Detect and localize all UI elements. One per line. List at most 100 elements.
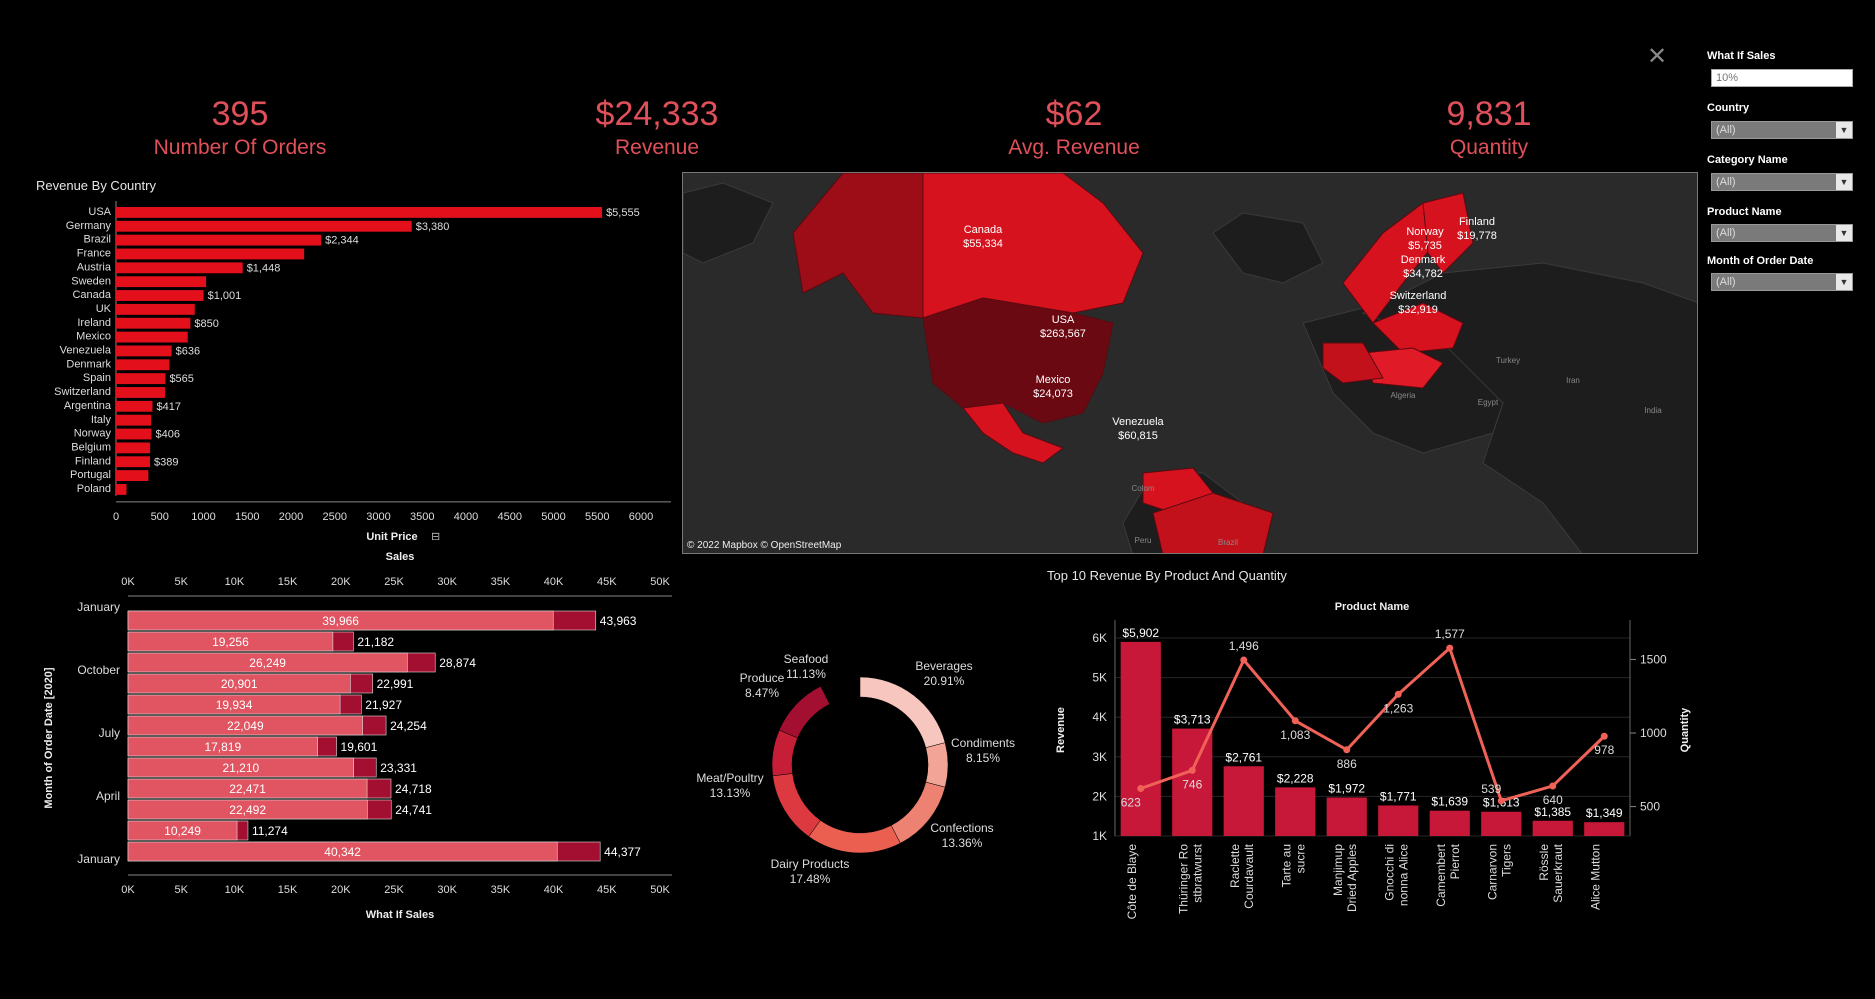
product-dropdown[interactable]: (All) ▼ <box>1711 224 1853 242</box>
bar <box>116 387 165 398</box>
category-label: France <box>77 248 111 260</box>
revenue-bar <box>1172 728 1213 836</box>
x-tick-label-bottom: 0K <box>121 884 135 896</box>
dropdown-value: (All) <box>1716 176 1736 188</box>
map-region[interactable] <box>792 173 924 319</box>
category-label: Italy <box>91 414 112 426</box>
revenue-bar <box>1275 787 1316 836</box>
map-country-label: Venezuela <box>1112 416 1164 428</box>
whatif-label: 19,601 <box>341 740 378 754</box>
category-label: stbratwurst <box>1190 843 1204 902</box>
sales-bar <box>127 820 238 841</box>
category-label: Camembert <box>1434 843 1448 906</box>
revenue-bar <box>1120 641 1161 836</box>
quantity-label: 886 <box>1337 757 1357 771</box>
map-region[interactable] <box>1422 192 1474 274</box>
bar <box>116 276 207 288</box>
month-dropdown[interactable]: (All) ▼ <box>1711 273 1853 291</box>
x-tick-label: 4500 <box>498 511 522 523</box>
map-region[interactable] <box>962 402 1065 464</box>
map-attribution[interactable]: © 2022 Mapbox © OpenStreetMap <box>687 540 842 551</box>
whatif-label: 24,718 <box>395 782 432 796</box>
sales-label: 19,934 <box>216 698 253 712</box>
bar <box>116 317 191 329</box>
basemap-label: Colom <box>1131 484 1154 493</box>
month-filter-label: Month of Order Date <box>1707 255 1814 267</box>
kpi-label: Number Of Orders <box>153 136 327 159</box>
sales-bar <box>127 631 334 652</box>
map-country-label: Norway <box>1406 226 1444 238</box>
x-tick-label-bottom: 35K <box>491 884 511 896</box>
whatif-label: 43,963 <box>600 614 637 628</box>
map-region[interactable] <box>1372 302 1464 354</box>
revenue-bar <box>1326 797 1367 836</box>
map-country-value: $60,815 <box>1118 430 1158 442</box>
donut-slice <box>808 819 901 854</box>
x-tick-label-bottom: 10K <box>225 884 245 896</box>
x-tick-label-bottom: 20K <box>331 884 351 896</box>
map-region[interactable] <box>922 297 1114 424</box>
chevron-down-icon[interactable]: ▼ <box>1836 274 1852 290</box>
bar <box>116 303 195 315</box>
map-country-value: $263,567 <box>1040 328 1086 340</box>
revenue-label: $1,639 <box>1431 795 1468 809</box>
bar <box>116 428 152 440</box>
x-tick-label: 1500 <box>235 511 259 523</box>
category-label: Tarte au <box>1279 844 1293 887</box>
revenue-label: $1,972 <box>1328 782 1365 796</box>
sales-whatif-chart: Sales 0K 0K 5K 5K 10K 10K 15K 15K 20K 20K 25K 25K 30K… <box>43 551 672 921</box>
slice-pct: 13.36% <box>942 836 983 850</box>
x-tick-label-top: 5K <box>174 576 188 588</box>
y2-tick-label: 1000 <box>1640 726 1667 740</box>
category-label: Sauerkraut <box>1551 843 1565 902</box>
sales-label: 26,249 <box>249 656 286 670</box>
y-tick-label: January <box>77 600 120 614</box>
chevron-down-icon[interactable]: ▼ <box>1836 225 1852 241</box>
x-tick-label: 2000 <box>279 511 303 523</box>
sort-icon: ⊟ <box>431 531 440 540</box>
bar <box>116 442 151 454</box>
map-region[interactable] <box>1322 342 1384 384</box>
chevron-down-icon[interactable]: ▼ <box>1836 174 1852 190</box>
map-region[interactable] <box>922 173 1144 319</box>
map-region[interactable] <box>1152 492 1274 554</box>
whatif-label: 24,254 <box>390 719 427 733</box>
category-label: Belgium <box>71 441 111 453</box>
donut-slice <box>771 729 798 777</box>
dropdown-value: (All) <box>1716 227 1736 239</box>
category-label: UK <box>96 303 112 315</box>
category-dropdown[interactable]: (All) ▼ <box>1711 173 1853 191</box>
x-tick-label: 1000 <box>191 511 215 523</box>
category-label: Ireland <box>77 317 111 329</box>
y2-tick-label: 500 <box>1640 800 1660 814</box>
country-dropdown[interactable]: (All) ▼ <box>1711 121 1853 139</box>
slice-pct: 11.13% <box>786 667 826 681</box>
revenue-bar <box>1584 822 1625 836</box>
sales-label: 19,256 <box>212 635 249 649</box>
what-if-sales-input[interactable] <box>1711 69 1853 87</box>
y-tick-label: 6K <box>1092 631 1107 645</box>
y-tick-label: 2K <box>1092 789 1107 803</box>
data-label: $2,344 <box>325 235 359 247</box>
x-tick-label-bottom: 25K <box>384 884 404 896</box>
kpi-label: Avg. Revenue <box>1008 136 1140 159</box>
map-country-value: $34,782 <box>1403 268 1443 280</box>
category-filter-label: Category Name <box>1707 154 1788 166</box>
basemap-label: India <box>1644 406 1662 415</box>
bar <box>116 484 127 495</box>
category-label: Poland <box>77 483 111 495</box>
x-tick-label: 5000 <box>541 511 565 523</box>
quantity-line <box>1140 645 1606 803</box>
category-label: Courdavault <box>1242 843 1256 908</box>
category-label: Alice Mutton <box>1588 844 1602 910</box>
category-label: Gnocchi di <box>1382 844 1396 901</box>
x-tick-label-top: 30K <box>437 576 457 588</box>
kpi-avg-revenue: $62 Avg. Revenue <box>924 92 1224 160</box>
x-tick-label-bottom: 50K <box>650 884 670 896</box>
revenue-label: $3,713 <box>1174 713 1211 727</box>
quantity-point <box>1549 782 1557 790</box>
top10-product-chart: Product Name 1K 2K 3K 4K 5K 6K 500 1000 1500 Reven… <box>1055 601 1691 919</box>
close-icon[interactable]: ✕ <box>1647 43 1668 70</box>
chevron-down-icon[interactable]: ▼ <box>1836 122 1852 138</box>
revenue-map[interactable]: Canada $55,334 USA $263,567 Mexico $24,073 Ven… <box>682 172 1698 554</box>
